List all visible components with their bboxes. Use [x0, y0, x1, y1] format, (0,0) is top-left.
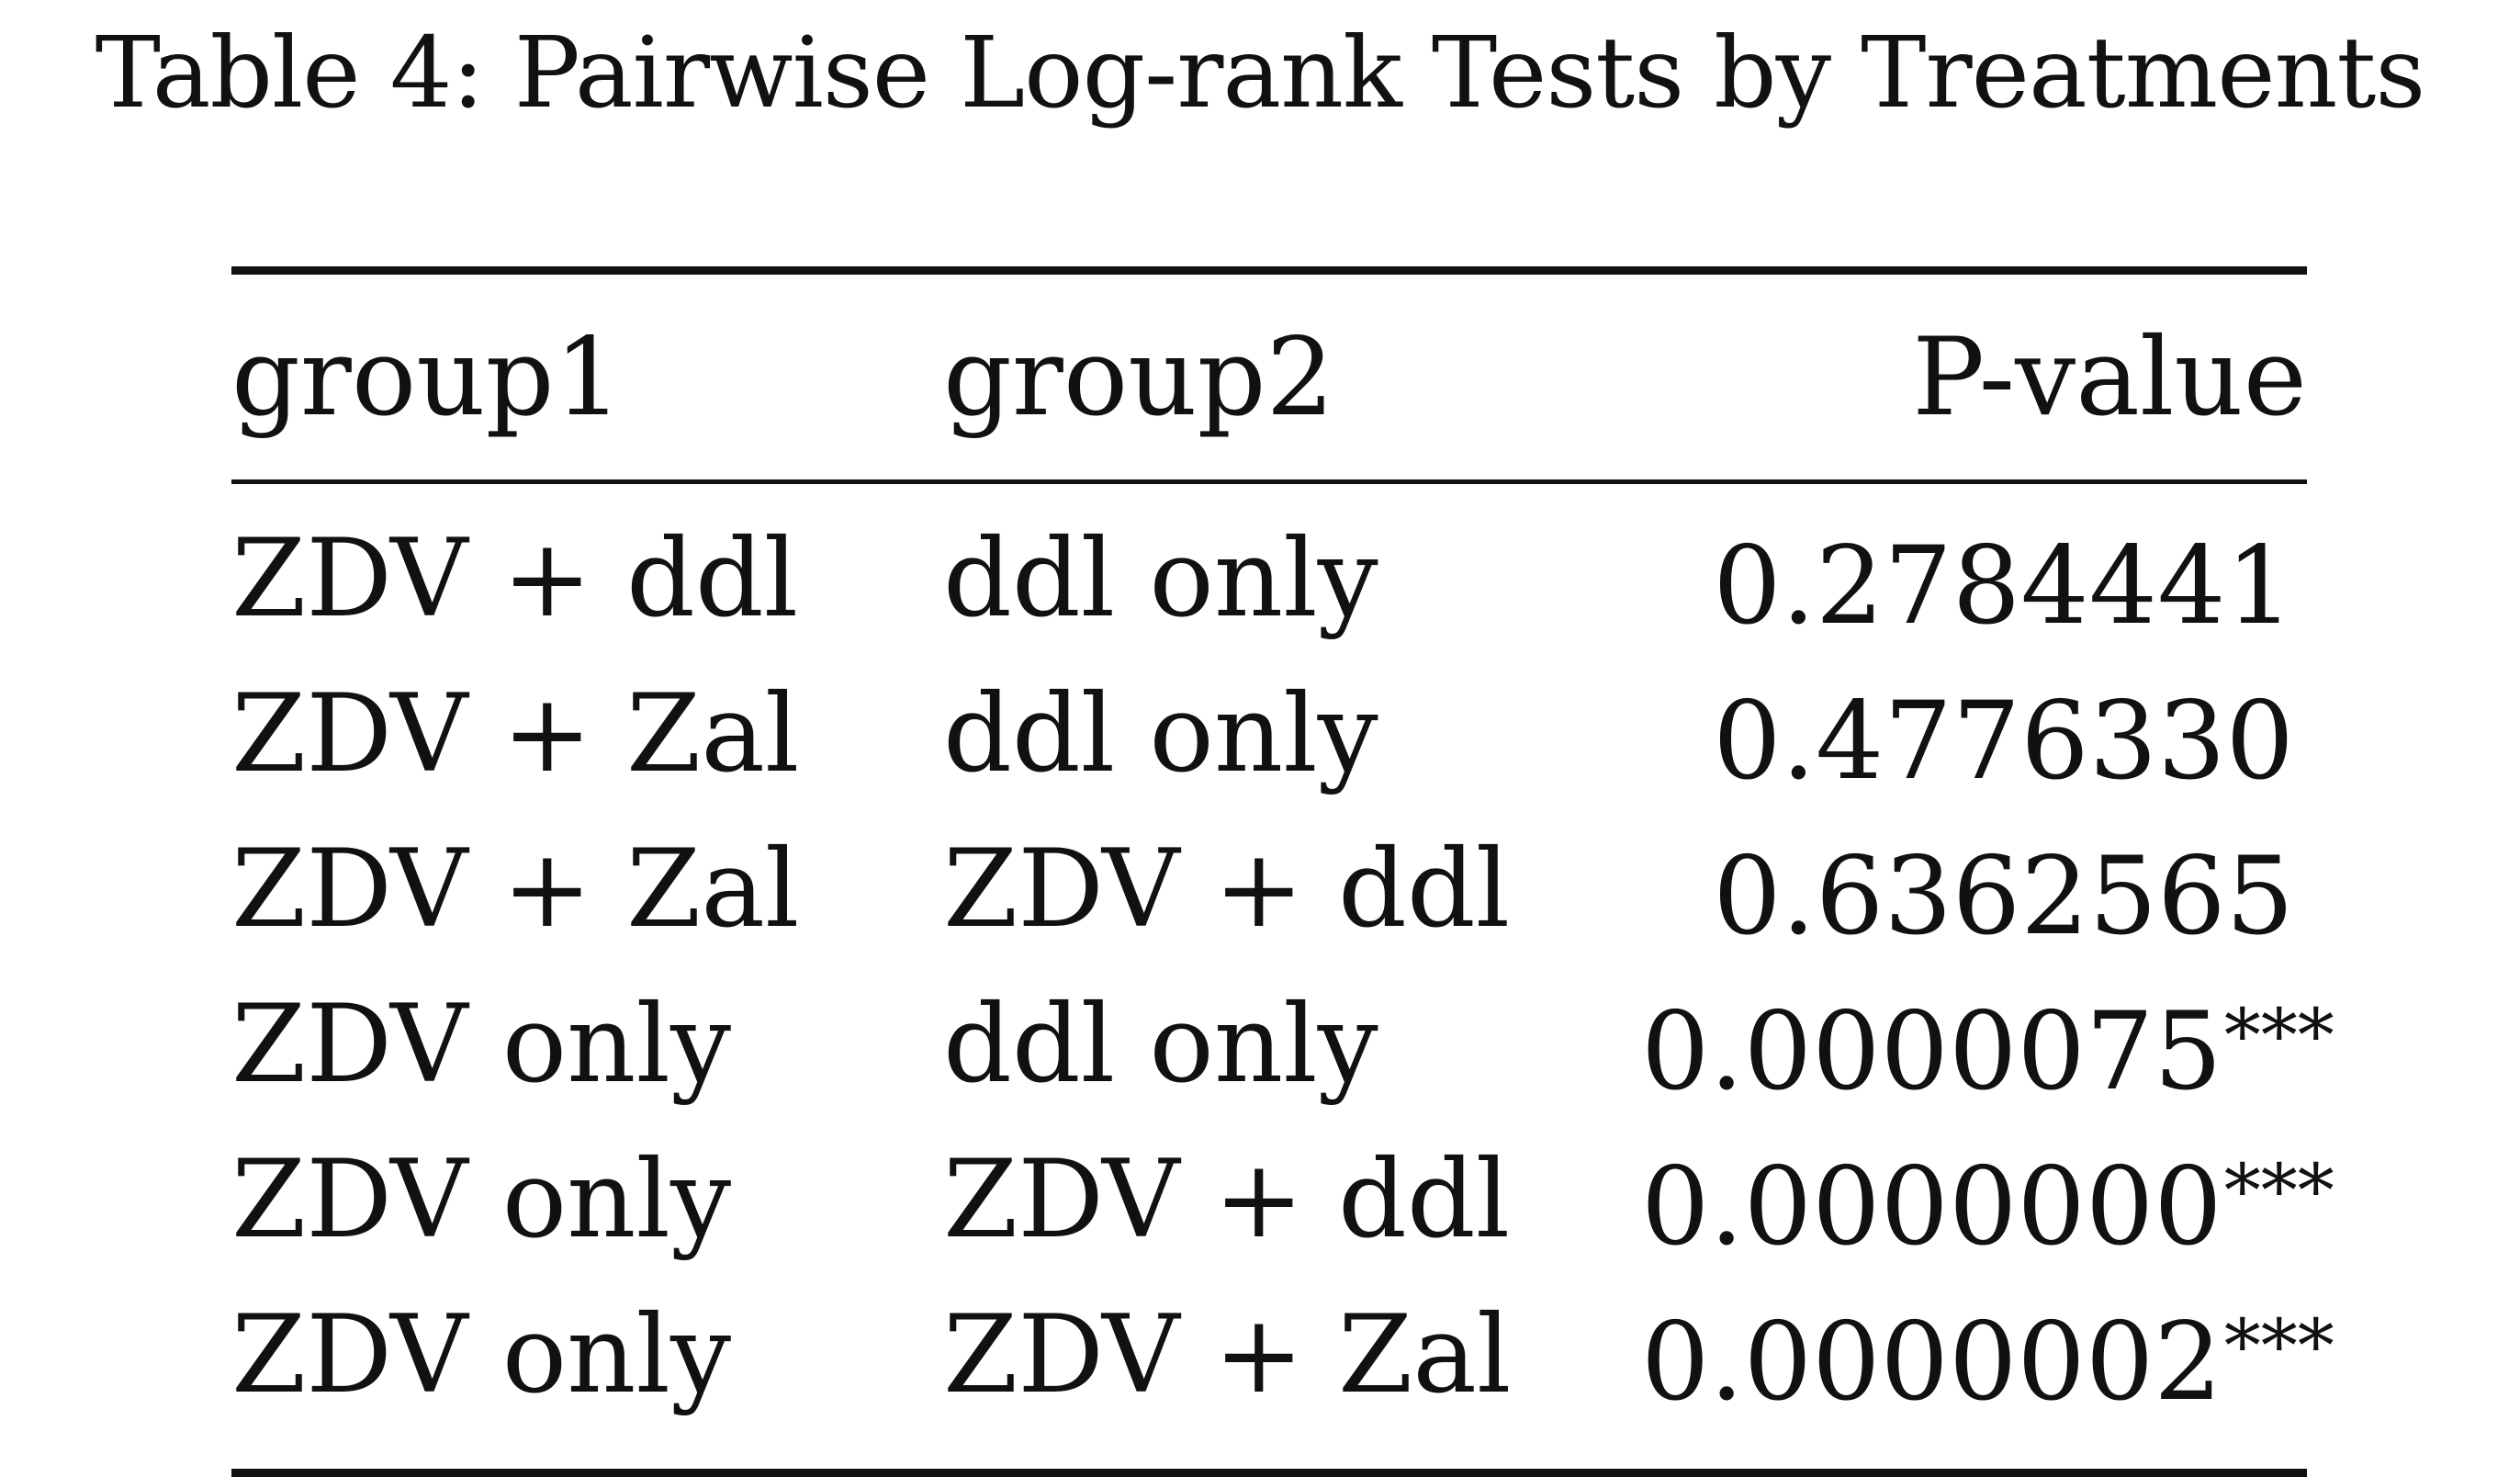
cell-group2: ddl only — [943, 514, 1378, 641]
significance-stars: *** — [2223, 1303, 2334, 1389]
cell-group2: ddl only — [943, 670, 1378, 796]
cell-group1: ZDV + Zal — [231, 670, 800, 796]
cell-group1: ZDV only — [231, 980, 732, 1107]
table-header: group1 group2 P-value — [231, 275, 2307, 479]
cell-group2: ZDV + Zal — [943, 1291, 1512, 1417]
pvalue-number: 0.6362565 — [1713, 833, 2294, 959]
table-row: ZDV only ZDV + ddl 0.0000000*** — [231, 1122, 2334, 1277]
table-caption: Table 4: Pairwise Log-rank Tests by Trea… — [95, 17, 2426, 130]
pvalue-number: 0.4776330 — [1713, 678, 2294, 804]
significance-stars: *** — [2223, 993, 2334, 1078]
table-row: ZDV + ddl ddl only 0.2784441 — [231, 501, 2307, 656]
cell-group1: ZDV + ddl — [231, 514, 799, 641]
pvalue-number: 0.0000075 — [1641, 988, 2222, 1114]
table-top-rule — [231, 266, 2307, 275]
header-group2: group2 — [943, 314, 1334, 440]
table-row: ZDV only ZDV + Zal 0.0000002*** — [231, 1277, 2334, 1432]
cell-pvalue: 0.4776330 — [1641, 656, 2307, 811]
table-body: ZDV + ddl ddl only 0.2784441 ZDV + Zal d… — [231, 501, 2334, 1432]
cell-pvalue: 0.2784441 — [1641, 501, 2307, 656]
cell-group2: ZDV + ddl — [943, 1135, 1511, 1262]
table-row: ZDV + Zal ddl only 0.4776330 — [231, 656, 2307, 811]
cell-pvalue: 0.0000002*** — [1641, 1277, 2334, 1432]
pvalue-number: 0.0000002 — [1641, 1299, 2222, 1425]
significance-stars: *** — [2223, 1148, 2334, 1234]
cell-group1: ZDV + Zal — [231, 825, 800, 952]
cell-group2: ZDV + ddl — [943, 825, 1511, 952]
header-group1: group1 — [231, 314, 623, 440]
header-pvalue: P-value — [1912, 314, 2307, 440]
table-header-rule — [231, 479, 2307, 484]
table-bottom-rule — [231, 1469, 2307, 1477]
cell-group1: ZDV only — [231, 1291, 732, 1417]
header-row: group1 group2 P-value — [231, 275, 2307, 479]
pairwise-logrank-table: group1 group2 P-value ZDV + ddl ddl only… — [231, 266, 2334, 1477]
cell-pvalue: 0.0000000*** — [1641, 1122, 2334, 1277]
cell-group1: ZDV only — [231, 1135, 732, 1262]
cell-pvalue: 0.0000075*** — [1641, 966, 2334, 1122]
pvalue-number: 0.0000000 — [1641, 1144, 2222, 1269]
cell-group2: ddl only — [943, 980, 1378, 1107]
table-row: ZDV only ddl only 0.0000075*** — [231, 966, 2334, 1122]
pvalue-number: 0.2784441 — [1713, 523, 2294, 648]
cell-pvalue: 0.6362565 — [1641, 811, 2307, 966]
table-row: ZDV + Zal ZDV + ddl 0.6362565 — [231, 811, 2307, 966]
